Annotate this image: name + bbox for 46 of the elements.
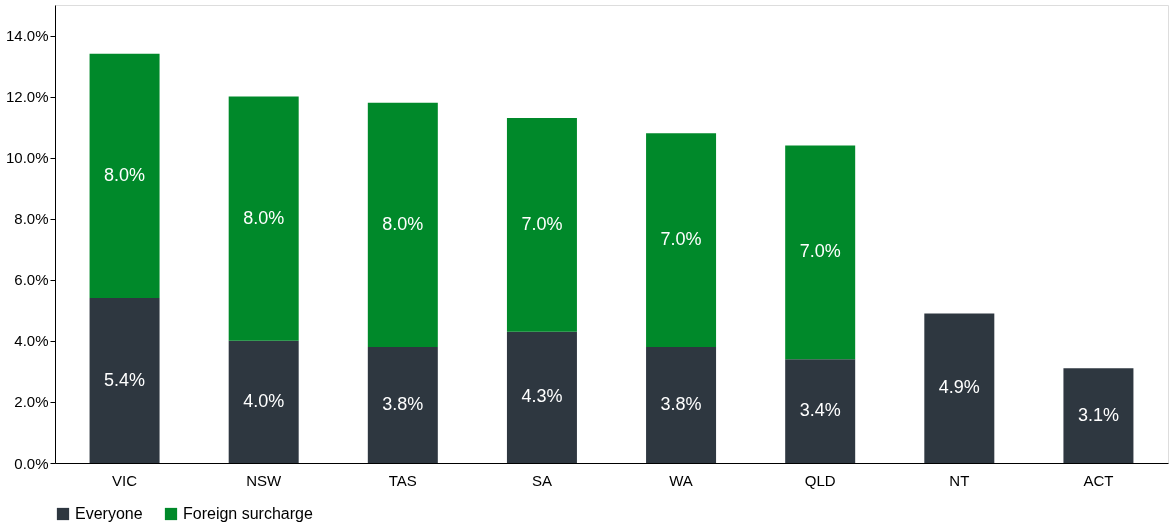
bar <box>228 340 299 463</box>
data-label: 3.8% <box>382 393 424 414</box>
x-tick-label: NSW <box>246 471 283 489</box>
y-tick-label: 10.0% <box>5 149 49 167</box>
data-label: 5.4% <box>104 369 146 390</box>
x-tick-label: VIC <box>112 471 138 489</box>
x-tick-label: NT <box>949 471 970 489</box>
data-label: 3.4% <box>799 400 841 421</box>
bar <box>1063 368 1134 463</box>
data-label: 3.1% <box>1077 404 1119 425</box>
data-label: 4.9% <box>938 377 980 398</box>
x-tick-label: WA <box>669 471 693 489</box>
y-tick-label: 6.0% <box>14 271 49 289</box>
y-tick-label: 8.0% <box>14 210 49 228</box>
x-tick-label: SA <box>531 471 552 489</box>
x-tick-label: TAS <box>388 471 417 489</box>
data-label: 8.0% <box>243 207 285 228</box>
bar <box>785 145 856 360</box>
data-label: 8.0% <box>104 164 146 185</box>
bar <box>89 53 160 299</box>
y-tick-label: 0.0% <box>14 454 49 472</box>
y-tick-label: 4.0% <box>14 332 49 350</box>
data-label: 4.0% <box>243 390 285 411</box>
legend-label: Foreign surcharge <box>183 505 313 522</box>
legend-label: Everyone <box>75 505 143 522</box>
bar <box>785 359 856 463</box>
bar <box>506 117 577 332</box>
bar <box>89 298 160 463</box>
bar <box>646 133 717 347</box>
bar <box>228 96 299 341</box>
bar <box>506 331 577 463</box>
x-tick-label: QLD <box>804 471 836 489</box>
data-label: 8.0% <box>382 213 424 234</box>
data-label: 7.0% <box>799 241 841 262</box>
bar <box>646 346 717 463</box>
x-tick-label: ACT <box>1083 471 1114 489</box>
data-label: 4.3% <box>521 386 563 407</box>
data-label: 7.0% <box>660 229 702 250</box>
y-tick-label: 14.0% <box>5 27 49 45</box>
data-label: 7.0% <box>521 213 563 234</box>
bar <box>367 346 438 463</box>
bar <box>924 313 995 463</box>
y-tick-label: 12.0% <box>5 88 49 106</box>
y-tick-label: 2.0% <box>14 393 49 411</box>
data-label: 3.8% <box>660 393 702 414</box>
bar <box>367 102 438 347</box>
